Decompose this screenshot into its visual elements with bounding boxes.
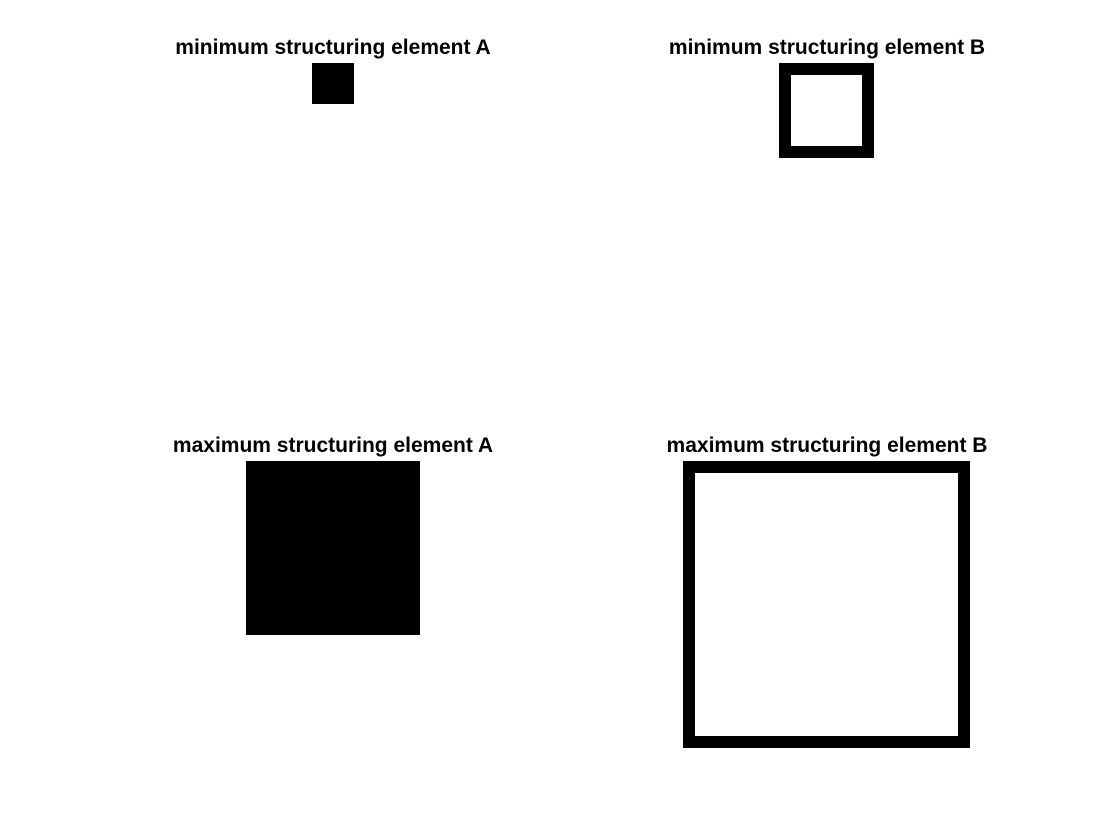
- panel-title-maximum-a: maximum structuring element A: [172, 434, 494, 457]
- filled-square-minimum-a: [312, 63, 354, 104]
- panel-title-minimum-b: minimum structuring element B: [668, 36, 986, 59]
- panel-title-minimum-a: minimum structuring element A: [175, 36, 491, 59]
- filled-square-maximum-a: [246, 461, 420, 635]
- square-outline-minimum-b: [779, 63, 874, 158]
- panel-title-maximum-b: maximum structuring element B: [666, 434, 988, 457]
- square-outline-maximum-b: [683, 461, 970, 748]
